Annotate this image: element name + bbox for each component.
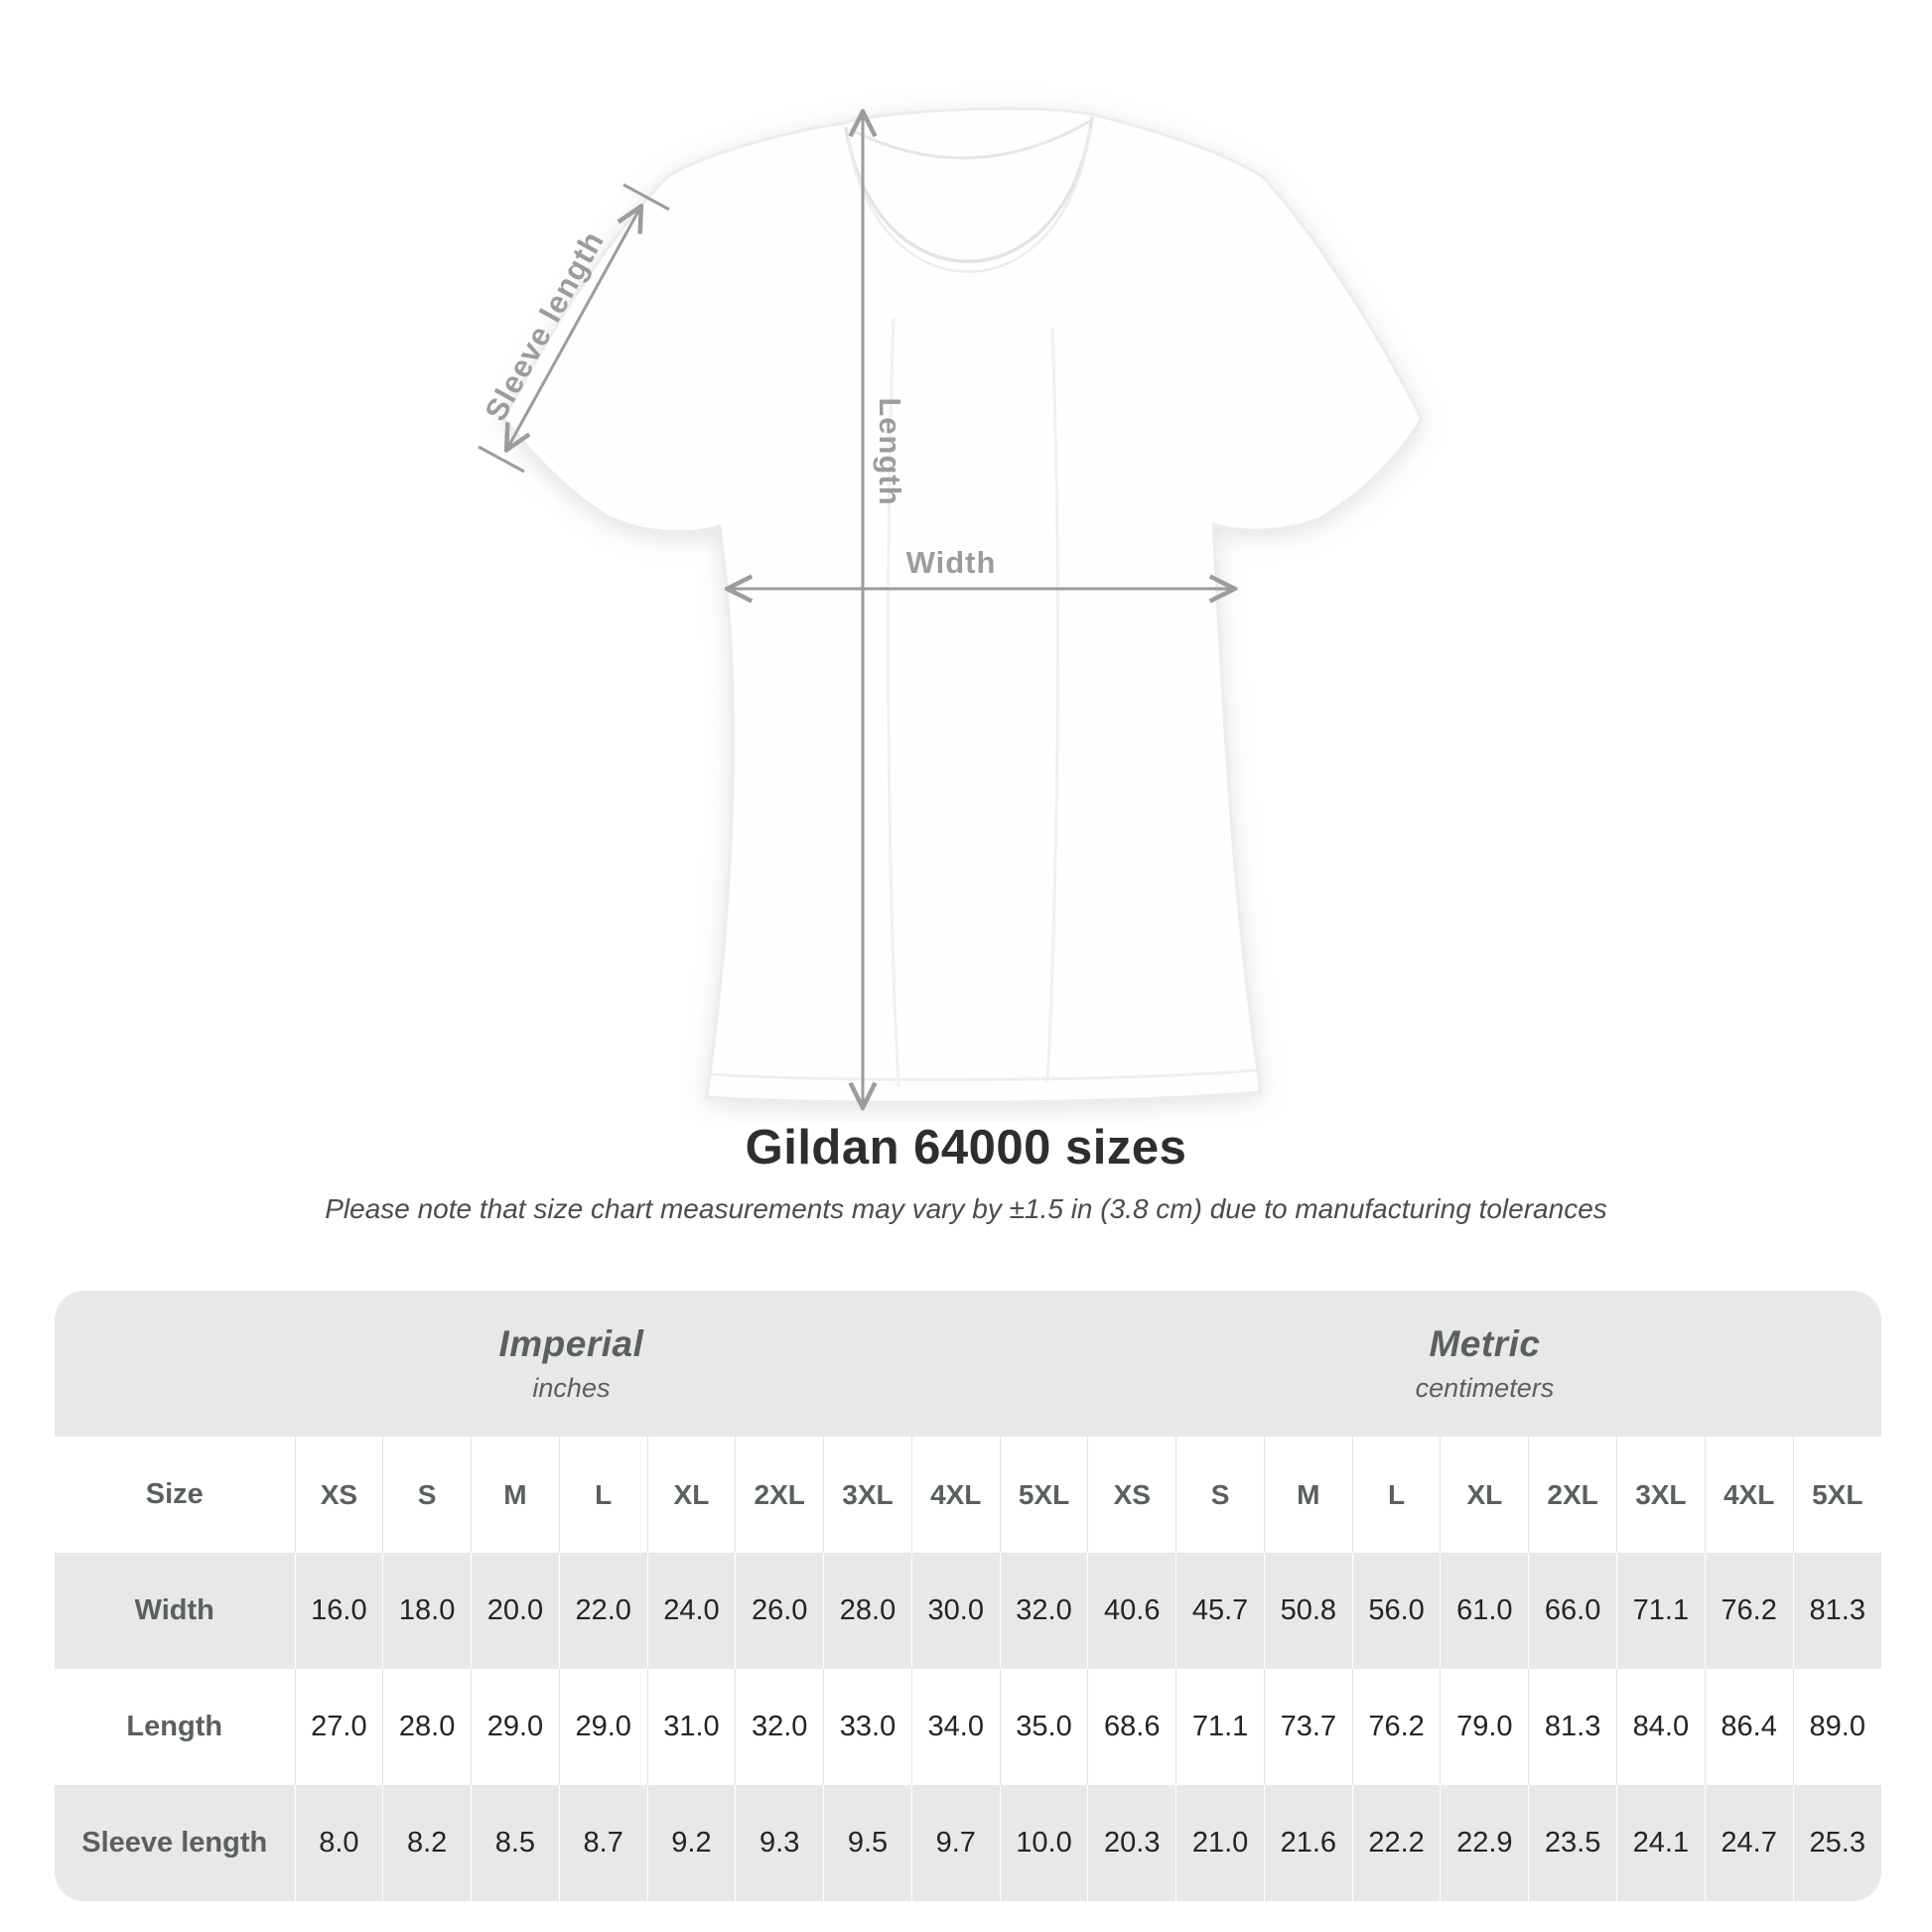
size-col-header: L bbox=[558, 1437, 648, 1553]
width-s-in: 18.0 bbox=[382, 1553, 472, 1669]
size-col-header: XL bbox=[1440, 1437, 1529, 1553]
page-title: Gildan 64000 sizes bbox=[745, 1121, 1187, 1174]
length-4xl-cm: 86.4 bbox=[1704, 1669, 1794, 1785]
length-xs-in: 27.0 bbox=[294, 1669, 383, 1785]
sleeve-s-cm: 21.0 bbox=[1175, 1785, 1265, 1901]
length-l-in: 29.0 bbox=[558, 1669, 648, 1785]
width-l-cm: 56.0 bbox=[1351, 1553, 1441, 1669]
length-4xl-in: 34.0 bbox=[910, 1669, 1001, 1785]
size-col-header: 2XL bbox=[1528, 1437, 1617, 1553]
width-5xl-cm: 81.3 bbox=[1792, 1553, 1881, 1669]
sleeve-xs-in: 8.0 bbox=[294, 1785, 383, 1901]
length-3xl-in: 33.0 bbox=[823, 1669, 912, 1785]
width-4xl-cm: 76.2 bbox=[1704, 1553, 1794, 1669]
width-3xl-in: 28.0 bbox=[823, 1553, 912, 1669]
length-row: Length 27.0 28.0 29.0 29.0 31.0 32.0 33.… bbox=[55, 1669, 1881, 1785]
size-table: Imperial inches Metric centimeters Size … bbox=[55, 1291, 1881, 1901]
sleeve-length-arrow bbox=[478, 183, 670, 474]
sleeve-3xl-in: 9.5 bbox=[823, 1785, 912, 1901]
length-2xl-in: 32.0 bbox=[735, 1669, 824, 1785]
size-col-header: M bbox=[471, 1437, 560, 1553]
size-col-header: L bbox=[1351, 1437, 1441, 1553]
sleeve-2xl-cm: 23.5 bbox=[1528, 1785, 1617, 1901]
length-m-cm: 73.7 bbox=[1263, 1669, 1353, 1785]
length-5xl-cm: 89.0 bbox=[1792, 1669, 1881, 1785]
size-column-title: Size bbox=[55, 1437, 295, 1553]
sleeve-5xl-in: 10.0 bbox=[999, 1785, 1088, 1901]
width-s-cm: 45.7 bbox=[1175, 1553, 1265, 1669]
size-col-header: 2XL bbox=[735, 1437, 824, 1553]
sleeve-xs-cm: 20.3 bbox=[1087, 1785, 1176, 1901]
length-2xl-cm: 81.3 bbox=[1528, 1669, 1617, 1785]
size-col-header: XS bbox=[1087, 1437, 1176, 1553]
sleeve-3xl-cm: 24.1 bbox=[1615, 1785, 1706, 1901]
width-2xl-in: 26.0 bbox=[735, 1553, 824, 1669]
sleeve-m-cm: 21.6 bbox=[1263, 1785, 1353, 1901]
width-xs-in: 16.0 bbox=[294, 1553, 383, 1669]
length-5xl-in: 35.0 bbox=[999, 1669, 1088, 1785]
sleeve-m-in: 8.5 bbox=[471, 1785, 560, 1901]
tshirt-measurement-diagram: Sleeve length Length Width bbox=[478, 107, 1424, 1122]
width-xl-in: 24.0 bbox=[646, 1553, 736, 1669]
unit-header-row: Imperial inches Metric centimeters bbox=[55, 1291, 1881, 1437]
width-l-in: 22.0 bbox=[558, 1553, 648, 1669]
imperial-unit: inches bbox=[532, 1373, 611, 1403]
size-col-header: M bbox=[1263, 1437, 1353, 1553]
sleeve-s-in: 8.2 bbox=[382, 1785, 472, 1901]
size-col-header: 3XL bbox=[1615, 1437, 1706, 1553]
length-xl-cm: 79.0 bbox=[1440, 1669, 1529, 1785]
imperial-header: Imperial inches bbox=[55, 1291, 1088, 1437]
row-label-width: Width bbox=[55, 1553, 295, 1669]
width-5xl-in: 32.0 bbox=[999, 1553, 1088, 1669]
length-s-cm: 71.1 bbox=[1175, 1669, 1265, 1785]
size-col-header: 5XL bbox=[999, 1437, 1088, 1553]
metric-header: Metric centimeters bbox=[1087, 1291, 1881, 1437]
length-3xl-cm: 84.0 bbox=[1615, 1669, 1706, 1785]
sleeve-l-cm: 22.2 bbox=[1351, 1785, 1441, 1901]
width-2xl-cm: 66.0 bbox=[1528, 1553, 1617, 1669]
size-col-header: 4XL bbox=[1704, 1437, 1794, 1553]
length-label: Length bbox=[873, 397, 907, 505]
sleeve-2xl-in: 9.3 bbox=[735, 1785, 824, 1901]
sleeve-l-in: 8.7 bbox=[558, 1785, 648, 1901]
width-4xl-in: 30.0 bbox=[910, 1553, 1001, 1669]
tolerance-note: Please note that size chart measurements… bbox=[325, 1193, 1607, 1224]
row-label-sleeve-length: Sleeve length bbox=[55, 1785, 295, 1901]
size-col-header: S bbox=[382, 1437, 472, 1553]
width-xs-cm: 40.6 bbox=[1087, 1553, 1176, 1669]
width-label: Width bbox=[906, 545, 997, 580]
tshirt-illustration bbox=[502, 107, 1424, 1104]
sleeve-4xl-cm: 24.7 bbox=[1704, 1785, 1794, 1901]
width-m-in: 20.0 bbox=[471, 1553, 560, 1669]
width-m-cm: 50.8 bbox=[1263, 1553, 1353, 1669]
sleeve-xl-cm: 22.9 bbox=[1440, 1785, 1529, 1901]
size-header-row: Size XS S M L XL 2XL 3XL 4XL 5XL XS S M … bbox=[55, 1437, 1881, 1553]
size-col-header: 4XL bbox=[910, 1437, 1001, 1553]
width-xl-cm: 61.0 bbox=[1440, 1553, 1529, 1669]
size-col-header: 5XL bbox=[1792, 1437, 1881, 1553]
row-label-length: Length bbox=[55, 1669, 295, 1785]
sleeve-5xl-cm: 25.3 bbox=[1792, 1785, 1881, 1901]
length-xl-in: 31.0 bbox=[646, 1669, 736, 1785]
length-m-in: 29.0 bbox=[471, 1669, 560, 1785]
size-col-header: 3XL bbox=[823, 1437, 912, 1553]
width-3xl-cm: 71.1 bbox=[1615, 1553, 1706, 1669]
sleeve-xl-in: 9.2 bbox=[646, 1785, 736, 1901]
length-s-in: 28.0 bbox=[382, 1669, 472, 1785]
imperial-title: Imperial bbox=[498, 1323, 644, 1364]
width-row: Width 16.0 18.0 20.0 22.0 24.0 26.0 28.0… bbox=[55, 1553, 1881, 1669]
length-l-cm: 76.2 bbox=[1351, 1669, 1441, 1785]
size-col-header: XS bbox=[294, 1437, 383, 1553]
length-xs-cm: 68.6 bbox=[1087, 1669, 1176, 1785]
sleeve-length-row: Sleeve length 8.0 8.2 8.5 8.7 9.2 9.3 9.… bbox=[55, 1785, 1881, 1901]
size-col-header: XL bbox=[646, 1437, 736, 1553]
size-col-header: S bbox=[1175, 1437, 1265, 1553]
metric-unit: centimeters bbox=[1415, 1373, 1555, 1403]
sleeve-4xl-in: 9.7 bbox=[910, 1785, 1001, 1901]
metric-title: Metric bbox=[1429, 1323, 1541, 1364]
